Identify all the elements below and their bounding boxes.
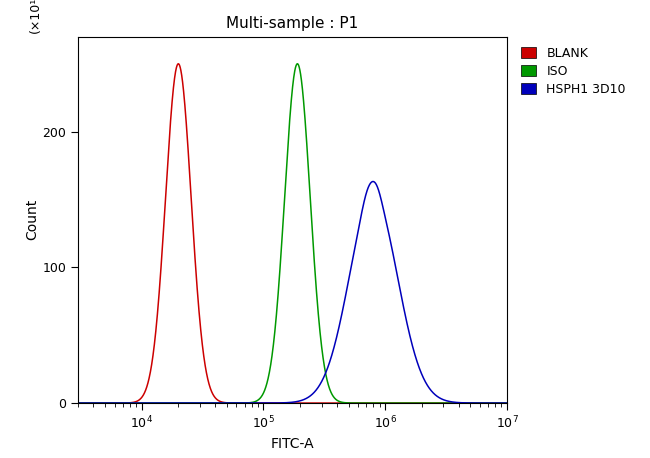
Legend: BLANK, ISO, HSPH1 3D10: BLANK, ISO, HSPH1 3D10 [517,43,630,99]
Title: Multi-sample : P1: Multi-sample : P1 [226,16,359,31]
Y-axis label: Count: Count [25,199,40,240]
X-axis label: FITC-A: FITC-A [270,437,315,451]
Text: (×10¹): (×10¹) [29,0,42,33]
